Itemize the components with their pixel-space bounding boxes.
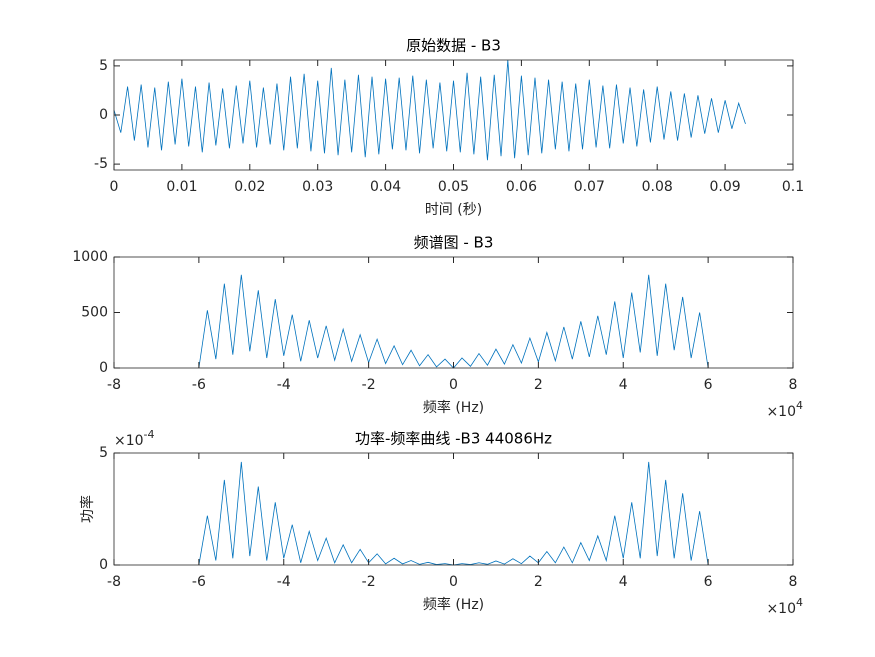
y-axis-label: 功率 <box>79 495 96 523</box>
x-tick-label: 0.03 <box>302 179 333 195</box>
x-tick-label: -6 <box>192 574 206 590</box>
y-tick-label: 0 <box>99 557 108 573</box>
x-tick-label: 0.07 <box>574 179 605 195</box>
signal-line <box>113 59 746 161</box>
x-tick-label: 0.04 <box>370 179 401 195</box>
x-tick-label: 2 <box>534 377 543 393</box>
axes-background <box>114 453 793 565</box>
multiplier-exponent: 4 <box>796 399 803 412</box>
x-tick-label: 0 <box>449 377 458 393</box>
x-tick-label: 0.05 <box>438 179 469 195</box>
x-axis-label: 频率 (Hz) <box>423 399 484 416</box>
x-tick-label: 0.08 <box>642 179 673 195</box>
axis-multiplier: ×104 <box>766 596 803 617</box>
y-tick-label: 0 <box>99 360 108 376</box>
x-tick-label: -8 <box>107 377 121 393</box>
y-tick-label: 1000 <box>72 249 108 265</box>
x-tick-label: 6 <box>704 574 713 590</box>
x-tick-label: 0.09 <box>710 179 741 195</box>
y-tick-label: 500 <box>81 305 108 321</box>
multiplier-base: ×10 <box>114 433 144 449</box>
multiplier-base: ×10 <box>766 404 796 420</box>
x-axis-label: 频率 (Hz) <box>423 596 484 613</box>
x-tick-label: 0 <box>449 574 458 590</box>
multiplier-exponent: -4 <box>144 428 155 441</box>
x-tick-label: 0.02 <box>234 179 265 195</box>
chart-title: 原始数据 - B3 <box>406 37 501 55</box>
x-tick-label: 0.01 <box>166 179 197 195</box>
axis-multiplier: ×104 <box>766 399 803 420</box>
axes-background <box>114 257 793 368</box>
x-tick-label: 8 <box>789 574 798 590</box>
x-tick-label: -4 <box>277 377 291 393</box>
y-tick-label: -5 <box>94 156 108 172</box>
y-tick-label: 5 <box>99 445 108 461</box>
multiplier-exponent: 4 <box>796 596 803 609</box>
axis-multiplier: ×10-4 <box>114 428 155 449</box>
chart-title: 功率-频率曲线 -B3 44086Hz <box>355 430 552 448</box>
chart-title: 频谱图 - B3 <box>414 234 494 252</box>
x-tick-label: -2 <box>362 574 376 590</box>
axes-background <box>114 60 793 170</box>
x-tick-label: -8 <box>107 574 121 590</box>
x-tick-label: -6 <box>192 377 206 393</box>
multiplier-base: ×10 <box>766 601 796 617</box>
x-axis-label: 时间 (秒) <box>425 202 482 218</box>
x-tick-label: 4 <box>619 574 628 590</box>
y-tick-label: 5 <box>99 58 108 74</box>
x-tick-label: 0 <box>110 179 119 195</box>
x-tick-label: 0.06 <box>506 179 537 195</box>
x-tick-label: -4 <box>277 574 291 590</box>
y-tick-label: 0 <box>99 107 108 123</box>
x-tick-label: 8 <box>789 377 798 393</box>
x-tick-label: 4 <box>619 377 628 393</box>
x-tick-label: 6 <box>704 377 713 393</box>
x-tick-label: -2 <box>362 377 376 393</box>
x-tick-label: 0.1 <box>782 179 804 195</box>
x-tick-label: 2 <box>534 574 543 590</box>
